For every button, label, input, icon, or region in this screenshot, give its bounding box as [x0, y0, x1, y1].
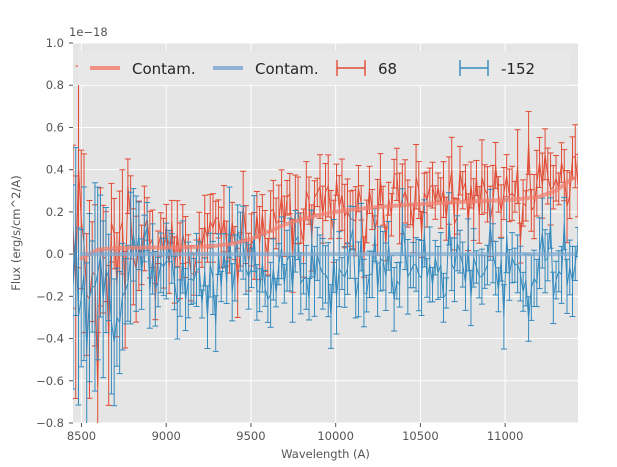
axis-ticks	[69, 42, 506, 427]
legend-label: Contam.	[255, 60, 319, 78]
legend-entry-contam-red[interactable]: Contam.	[90, 60, 196, 78]
y-tick-label: 1.0	[46, 36, 64, 50]
x-tick-label: 11000	[487, 429, 524, 443]
y-tick-label: 0.0	[46, 247, 64, 261]
plot-legend[interactable]: Contam. Contam. 68 -152	[78, 51, 570, 85]
x-axis-title: Wavelength (A)	[281, 447, 370, 461]
y-tick-label: −0.6	[36, 374, 64, 388]
x-tick-label: 10000	[317, 429, 354, 443]
contamination-curves-layer	[79, 176, 575, 261]
y-tick-label: −0.2	[36, 289, 64, 303]
y-tick-label: −0.8	[36, 416, 64, 430]
x-tick-label: 9500	[236, 429, 265, 443]
x-tick-label: 9000	[152, 429, 181, 443]
x-tick-label: 8500	[67, 429, 96, 443]
y-tick-label: 0.2	[46, 205, 64, 219]
y-tick-label: 0.8	[46, 78, 64, 92]
legend-label: -152	[501, 60, 535, 78]
y-axis-offset-text: 1e−18	[69, 25, 108, 39]
legend-label: 68	[378, 60, 397, 78]
axes-background	[73, 43, 578, 423]
legend-entry-contam-blue[interactable]: Contam.	[213, 60, 319, 78]
legend-entry-68[interactable]: 68	[336, 60, 397, 78]
legend-label: Contam.	[132, 60, 196, 78]
legend-entry-minus152[interactable]: -152	[459, 60, 535, 78]
x-tick-label: 10500	[402, 429, 439, 443]
y-tick-label: −0.4	[36, 332, 64, 346]
axis-labels: 8500 9000 9500 10000 10500 11000 −0.8 −0.6 −0.4 −…	[9, 25, 523, 461]
y-axis-title: Flux (erg/s/cm^2/A)	[9, 175, 23, 290]
y-tick-label: 0.6	[46, 120, 64, 134]
y-tick-label: 0.4	[46, 163, 64, 177]
